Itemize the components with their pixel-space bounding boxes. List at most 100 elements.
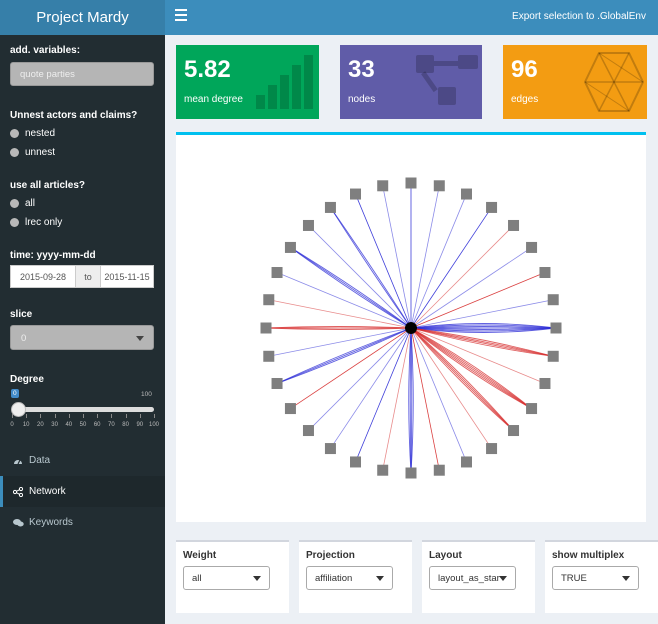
mean-degree-subtitle: mean degree	[184, 94, 243, 105]
comments-icon	[13, 518, 24, 528]
articles-radio-lrec[interactable]: lrec only	[10, 217, 62, 228]
network-edge	[410, 327, 557, 332]
network-edge	[410, 327, 557, 333]
network-edge	[410, 327, 440, 471]
date-start-input[interactable]: 2015-09-28	[10, 265, 76, 288]
degree-slider-handle[interactable]	[11, 402, 26, 417]
network-edge	[410, 327, 532, 409]
network-edge	[410, 207, 492, 329]
sitemap-icon	[416, 55, 478, 105]
share-alt-icon	[12, 486, 24, 497]
network-node[interactable]	[302, 219, 314, 231]
network-node[interactable]	[486, 201, 498, 213]
network-edge	[276, 327, 412, 384]
network-edge	[330, 207, 412, 329]
radio-label: unnest	[25, 147, 56, 158]
network-node[interactable]	[547, 294, 559, 306]
top-navbar: Export selection to .GlobalEnv	[165, 0, 658, 35]
variables-input[interactable]: quote parties	[10, 62, 154, 86]
network-node[interactable]	[405, 177, 417, 189]
network-edge	[410, 327, 554, 357]
network-edge	[265, 326, 412, 329]
network-edge	[410, 324, 557, 329]
network-edge	[410, 272, 546, 329]
network-hub-node[interactable]	[405, 322, 417, 334]
network-node[interactable]	[263, 294, 275, 306]
network-edge	[382, 327, 412, 471]
projection-control: Projection affiliation	[299, 540, 412, 613]
multiplex-value: TRUE	[561, 573, 587, 584]
network-node[interactable]	[526, 403, 538, 415]
network-node[interactable]	[547, 350, 559, 362]
network-edge	[410, 323, 557, 329]
network-node[interactable]	[284, 403, 296, 415]
network-edge	[410, 327, 467, 463]
network-edge	[330, 327, 412, 449]
time-label: time: yyyy-mm-dd	[10, 250, 96, 261]
degree-tick-label: 50	[79, 422, 87, 428]
slice-select[interactable]: 0	[10, 325, 154, 350]
network-node[interactable]	[350, 188, 362, 200]
network-node[interactable]	[539, 267, 551, 279]
multiplex-select[interactable]: TRUE	[552, 566, 639, 590]
weight-select[interactable]: all	[183, 566, 270, 590]
menu-item-keywords[interactable]: Keywords	[0, 507, 165, 538]
network-node[interactable]	[405, 467, 417, 479]
network-node[interactable]	[271, 267, 283, 279]
radio-icon	[10, 218, 19, 227]
network-node[interactable]	[324, 201, 336, 213]
network-edge	[410, 327, 514, 431]
network-edge	[268, 327, 412, 357]
network-node[interactable]	[508, 425, 520, 437]
network-node[interactable]	[377, 464, 389, 476]
network-edge	[410, 326, 557, 329]
date-to-label: to	[76, 265, 100, 288]
menu-item-data[interactable]: Data	[0, 445, 165, 476]
projection-value: affiliation	[315, 573, 353, 584]
network-node[interactable]	[350, 456, 362, 468]
app-logo[interactable]: Project Mardy	[0, 0, 165, 35]
network-edge	[410, 327, 514, 431]
menu-item-network[interactable]: Network	[0, 476, 165, 507]
degree-tick-label: 70	[108, 422, 115, 428]
network-node[interactable]	[302, 425, 314, 437]
network-node[interactable]	[260, 322, 272, 334]
network-node[interactable]	[460, 188, 472, 200]
network-node[interactable]	[324, 443, 336, 455]
radio-label: all	[25, 198, 36, 209]
sidebar-toggle-icon[interactable]	[175, 9, 187, 23]
unnest-radio-unnest[interactable]: unnest	[10, 147, 55, 158]
variables-label: add. variables:	[10, 45, 81, 56]
network-node[interactable]	[433, 464, 445, 476]
projection-select[interactable]: affiliation	[306, 566, 393, 590]
network-node[interactable]	[263, 350, 275, 362]
network-edge	[408, 327, 412, 474]
degree-slider-track[interactable]	[12, 407, 154, 412]
date-end-input[interactable]: 2015-11-15	[100, 265, 154, 288]
network-edge	[308, 327, 412, 431]
network-node[interactable]	[486, 443, 498, 455]
network-edge	[410, 299, 554, 329]
connectdevelop-icon	[583, 52, 645, 112]
network-node[interactable]	[284, 241, 296, 253]
network-node[interactable]	[550, 322, 562, 334]
export-button[interactable]: Export selection to .GlobalEnv	[512, 11, 646, 22]
network-node[interactable]	[508, 219, 520, 231]
degree-tick-label: 0	[10, 422, 14, 428]
network-edge	[290, 247, 412, 329]
radio-label: lrec only	[25, 217, 63, 228]
network-node[interactable]	[460, 456, 472, 468]
layout-select[interactable]: layout_as_star	[429, 566, 516, 590]
network-node[interactable]	[271, 377, 283, 389]
network-edge	[410, 327, 414, 474]
unnest-radio-nested[interactable]: nested	[10, 128, 55, 139]
network-node[interactable]	[433, 180, 445, 192]
network-graph[interactable]	[176, 135, 646, 522]
network-node[interactable]	[526, 241, 538, 253]
value-box-nodes: 33 nodes	[340, 45, 482, 119]
network-edge	[410, 225, 514, 329]
articles-radio-all[interactable]: all	[10, 198, 35, 209]
network-node[interactable]	[539, 377, 551, 389]
caret-down-icon	[499, 576, 507, 581]
network-node[interactable]	[377, 180, 389, 192]
